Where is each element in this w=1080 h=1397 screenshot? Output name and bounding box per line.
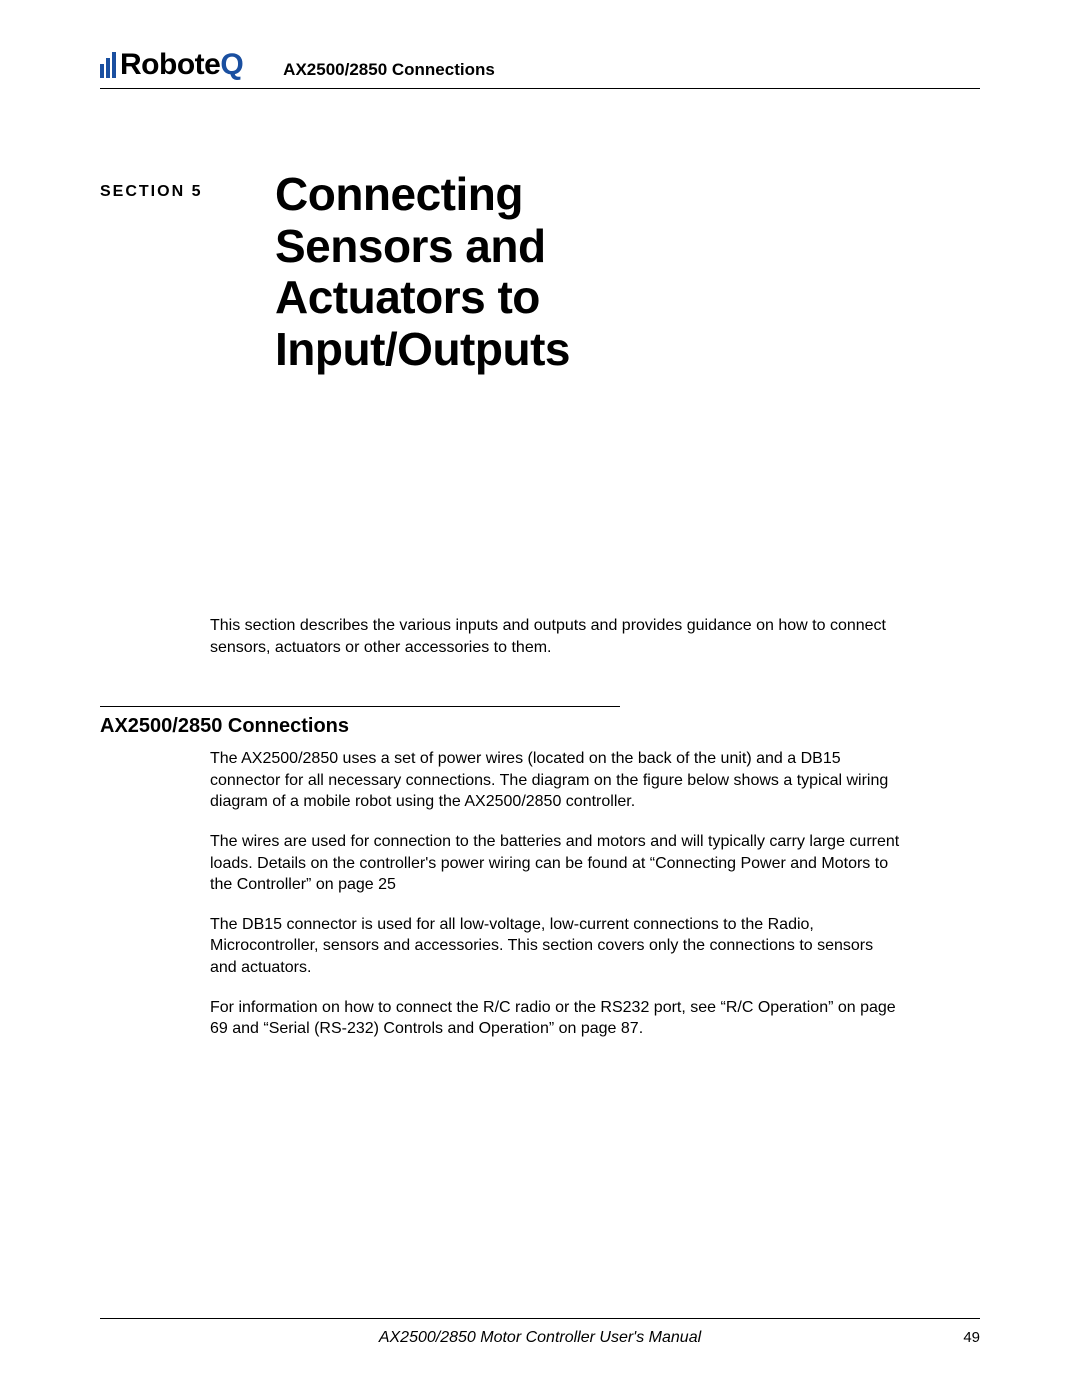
page-footer: AX2500/2850 Motor Controller User's Manu… — [100, 1318, 980, 1347]
section-title-line: Actuators to — [275, 272, 570, 324]
section-title-line: Connecting — [275, 169, 570, 221]
section-title-line: Sensors and — [275, 221, 570, 273]
body-paragraph: The wires are used for connection to the… — [210, 831, 900, 896]
footer-manual-title: AX2500/2850 Motor Controller User's Manu… — [379, 1329, 701, 1346]
subsection-rule — [100, 706, 620, 707]
body-paragraph: For information on how to connect the R/… — [210, 997, 900, 1040]
body-paragraph: The DB15 connector is used for all low-v… — [210, 914, 900, 979]
page-header: RoboteQ AX2500/2850 Connections — [100, 48, 980, 89]
running-header-title: AX2500/2850 Connections — [283, 60, 495, 82]
logo-text-accent: Q — [220, 48, 243, 81]
logo-bars-icon — [100, 52, 116, 78]
intro-paragraph: This section describes the various input… — [210, 615, 900, 658]
section-title: Connecting Sensors and Actuators to Inpu… — [275, 169, 570, 375]
body-paragraph: The AX2500/2850 uses a set of power wire… — [210, 748, 900, 813]
document-page: RoboteQ AX2500/2850 Connections SECTION … — [0, 0, 1080, 1397]
logo-text-main: Robote — [120, 48, 220, 81]
brand-logo: RoboteQ — [100, 48, 243, 82]
section-title-line: Input/Outputs — [275, 324, 570, 376]
subsection: AX2500/2850 Connections The AX2500/2850 … — [100, 706, 980, 1040]
section-number-label: SECTION 5 — [100, 169, 275, 201]
logo-text: RoboteQ — [120, 48, 243, 82]
footer-page-number: 49 — [963, 1329, 980, 1346]
subsection-title: AX2500/2850 Connections — [100, 715, 980, 738]
section-heading-block: SECTION 5 Connecting Sensors and Actuato… — [100, 169, 980, 375]
